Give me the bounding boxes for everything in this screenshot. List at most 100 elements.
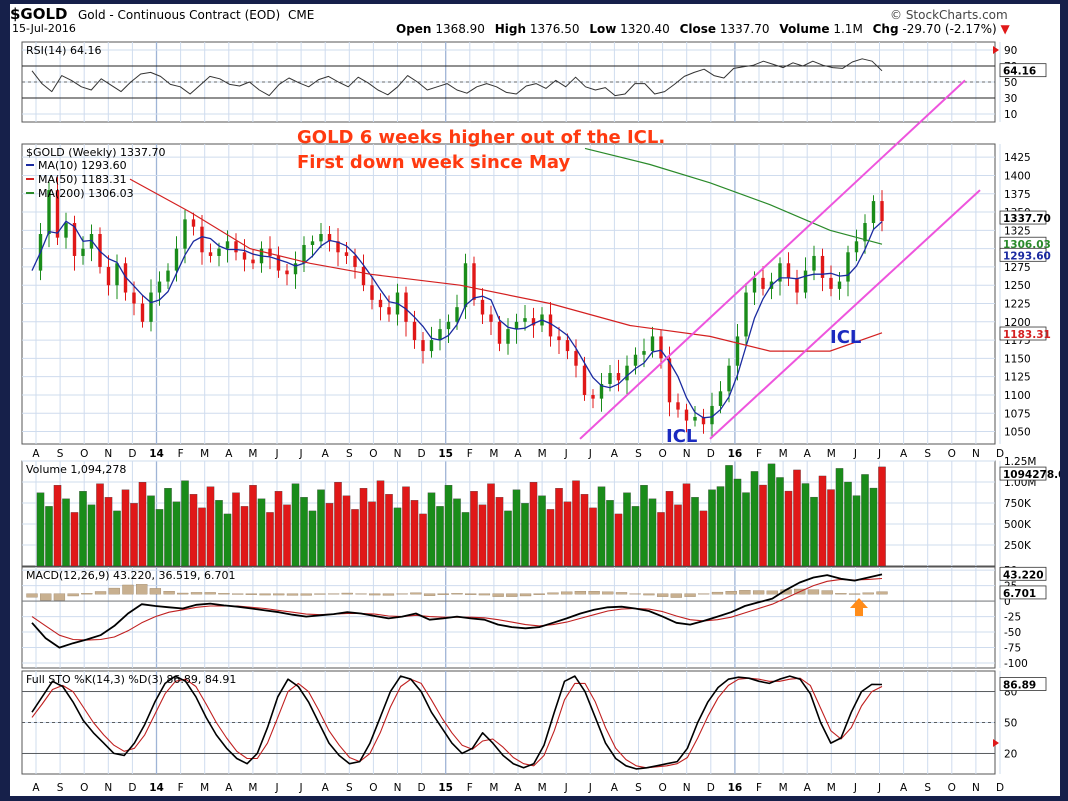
contract-name: Gold - Continuous Contract (EOD) <box>78 8 281 22</box>
sto-tick-label: 20 <box>1004 748 1017 760</box>
x-tick-label: S <box>346 782 353 794</box>
volume-label: Volume <box>779 22 830 36</box>
macd-histogram-bar <box>94 591 107 595</box>
x-tick-label: D <box>418 782 426 794</box>
price-bar-body <box>285 270 289 275</box>
x-tick-label: J <box>588 782 592 794</box>
macd-histogram-bar <box>423 593 436 596</box>
price-bar-body <box>582 365 587 395</box>
rsi-tick-label: 30 <box>1004 93 1017 105</box>
volume-bar <box>130 503 138 567</box>
price-bar-body <box>863 223 867 242</box>
x-tick-label: J <box>299 782 303 794</box>
high-value: 1376.50 <box>529 22 580 36</box>
price-bar-body <box>701 416 706 425</box>
price-bar <box>404 286 408 337</box>
volume-bar <box>555 488 563 567</box>
macd-histogram-bar <box>643 593 655 596</box>
volume-bar <box>546 509 555 567</box>
price-bar-body <box>778 263 782 282</box>
price-bar-body <box>871 201 876 224</box>
price-bar-body <box>676 402 680 410</box>
x-tick-label: O <box>80 448 88 460</box>
price-bar-body <box>625 365 629 381</box>
x-tick-label: J <box>853 448 857 460</box>
price-bar-body <box>293 263 298 275</box>
price-tick-label: 1225 <box>1004 299 1031 311</box>
macd-histogram-bar <box>108 587 120 595</box>
volume-bar <box>206 486 215 567</box>
volume-bar <box>385 494 393 567</box>
price-bar-body <box>140 303 145 322</box>
x-tick-label: A <box>514 448 522 460</box>
price-bar <box>319 223 323 248</box>
x-tick-label: O <box>948 782 956 794</box>
x-tick-label: J <box>877 782 881 794</box>
price-bar-body <box>591 394 595 399</box>
price-bar <box>480 288 485 324</box>
x-tick-label: A <box>900 782 908 794</box>
macd-histogram-bar <box>766 590 778 595</box>
price-bar <box>72 215 77 271</box>
close-value: 1337.70 <box>719 22 770 36</box>
volume-bar <box>453 498 461 567</box>
x-tick-label: A <box>514 782 522 794</box>
price-bar <box>667 346 672 417</box>
macd-tick-label: 0 <box>1004 596 1011 608</box>
price-bar <box>803 257 808 299</box>
volume-bar <box>351 509 359 567</box>
macd-histogram-bar <box>451 593 463 595</box>
volume-bar <box>623 492 631 567</box>
price-bar-body <box>208 252 213 256</box>
macd-tick-label: -75 <box>1004 643 1021 655</box>
volume-bar <box>810 496 818 567</box>
icl-label-left: ICL <box>666 426 697 447</box>
price-bar-body <box>438 329 442 341</box>
macd-histogram-bar <box>492 593 504 597</box>
x-tick-label: D <box>128 782 136 794</box>
x-tick-label: 14 <box>149 448 164 460</box>
x-tick-label: A <box>225 782 233 794</box>
price-bar-body <box>115 263 119 286</box>
volume-bar <box>504 510 512 567</box>
macd-histogram-bar <box>862 592 874 595</box>
macd-histogram-bar <box>876 591 888 595</box>
price-bar-body <box>242 252 247 260</box>
volume-bar <box>776 477 784 567</box>
macd-histogram-bar <box>698 593 710 595</box>
ma-legend-label: MA(10) 1293.60 <box>38 159 127 172</box>
macd-histogram-bar <box>519 593 532 597</box>
volume-bar <box>317 489 325 567</box>
x-tick-label: D <box>418 448 426 460</box>
price-bar <box>795 269 799 305</box>
macd-histogram-bar <box>602 591 614 595</box>
price-tick-label: 1425 <box>1004 152 1031 164</box>
price-bar-body <box>327 234 332 242</box>
volume-bar <box>53 485 62 567</box>
x-tick-label: M <box>248 448 257 460</box>
macd-histogram-bar <box>81 593 93 595</box>
price-bar <box>574 339 578 378</box>
volume-bar <box>869 487 878 567</box>
volume-bar <box>96 483 104 567</box>
price-bar-body <box>225 241 230 249</box>
price-bar <box>718 381 723 414</box>
price-bar <box>446 314 451 344</box>
sto-tick-label: 50 <box>1004 718 1017 730</box>
volume-bar <box>87 504 96 567</box>
volume-bar <box>240 506 249 567</box>
price-bar-body <box>854 241 859 253</box>
x-tick-label: J <box>299 448 303 460</box>
sto-last-value-box <box>999 677 1047 691</box>
macd-tick-label: -25 <box>1004 612 1021 624</box>
volume-bar <box>189 494 198 567</box>
macd-histogram-bar <box>369 593 381 596</box>
sto-last-value: 86.89 <box>1003 680 1036 692</box>
volume-bar <box>325 503 334 567</box>
source-credit[interactable]: © StockCharts.com <box>890 8 1008 22</box>
macd-tick-label: -50 <box>1004 627 1021 639</box>
price-bar-body <box>548 314 553 337</box>
high-label: High <box>494 22 527 36</box>
icl-label-right: ICL <box>830 327 861 348</box>
volume-bar <box>113 510 121 567</box>
